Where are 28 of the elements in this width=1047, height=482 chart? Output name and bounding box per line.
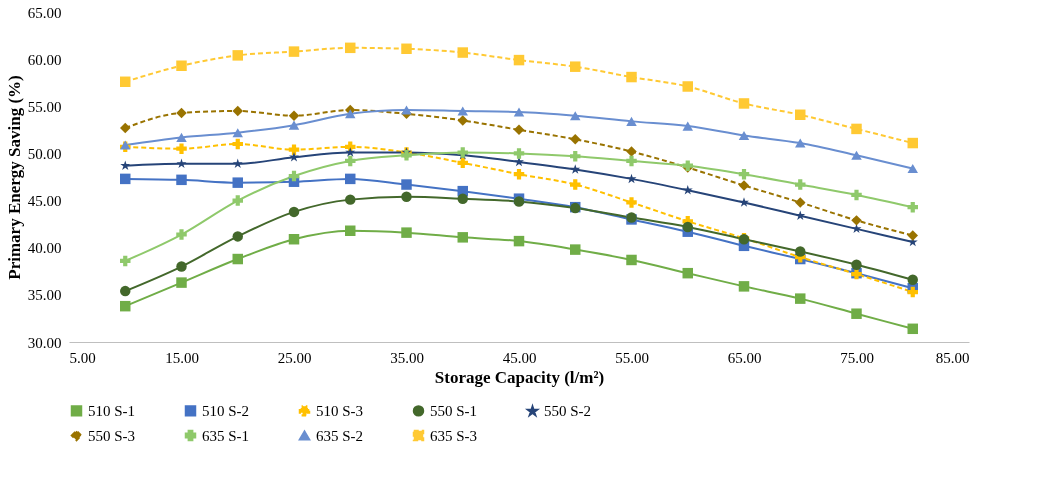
x-tick-label: 65.00	[727, 349, 762, 366]
x-axis-title: Storage Capacity (l/m²)	[434, 367, 605, 387]
legend-label: 510 S-3	[316, 402, 364, 419]
x-tick-label: 45.00	[502, 349, 537, 366]
legend-label: 635 S-2	[316, 427, 364, 444]
y-tick-label: 45.00	[27, 193, 62, 210]
y-tick-label: 65.00	[27, 4, 62, 21]
x-tick-label: 25.00	[277, 349, 312, 366]
y-tick-label: 35.00	[27, 287, 62, 304]
legend-label: 550 S-3	[88, 427, 136, 444]
legend-label: 510 S-2	[202, 402, 250, 419]
y-axis-title: Primary Energy Saving (%)	[4, 75, 24, 280]
legend-label: 550 S-1	[430, 402, 478, 419]
legend-label: 635 S-3	[430, 427, 478, 444]
x-tick-label: 55.00	[615, 349, 649, 366]
y-tick-label: 40.00	[27, 240, 62, 257]
legend-label: 510 S-1	[88, 402, 136, 419]
legend-label: 635 S-1	[202, 427, 250, 444]
y-tick-label: 55.00	[27, 98, 62, 115]
legend-label: 550 S-2	[544, 403, 592, 420]
y-tick-label: 60.00	[27, 51, 62, 68]
x-tick-label: 35.00	[390, 349, 424, 366]
x-tick-label: 15.00	[165, 349, 199, 366]
x-tick-label: 5.00	[69, 349, 96, 366]
y-tick-label: 50.00	[27, 145, 62, 162]
x-tick-label: 85.00	[935, 349, 970, 366]
x-tick-label: 75.00	[840, 349, 874, 366]
y-tick-label: 30.00	[27, 334, 62, 351]
